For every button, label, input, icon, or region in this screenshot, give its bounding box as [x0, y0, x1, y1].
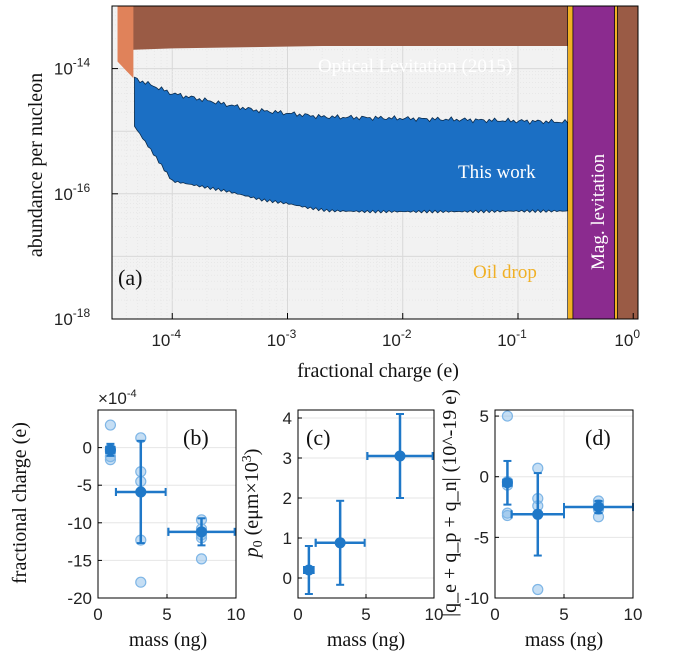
x-tick-label: 0: [93, 605, 102, 624]
panel-c-xlabel: mass (ng): [327, 629, 405, 651]
y-tick-label: 5: [480, 407, 489, 426]
mean-marker: [104, 444, 116, 456]
panel-a-frame: [111, 5, 639, 320]
panel-b-ticks: 0 5 10 0 -5 -10 -15 -20: [67, 439, 245, 624]
mean-marker: [501, 477, 513, 489]
x-tick-exponent: -1: [516, 327, 527, 341]
panel-d: 0 5 10 5 0 -5 -10 (d) mass (ng) |q_e + q_p + q…: [439, 389, 642, 651]
data-point: [104, 419, 117, 431]
region-label-mag-levitation: Mag. levitation: [588, 153, 609, 270]
mean-marker: [303, 564, 315, 576]
y-tick-label: 0: [480, 468, 489, 487]
y-tick-label: 0: [283, 569, 292, 588]
region-band: [614, 5, 618, 320]
y-tick-label: -10: [464, 589, 489, 608]
y-tick-label: 1: [283, 529, 292, 548]
panel-c-ticks: 0 5 10 0 1 2 3 4: [283, 409, 444, 624]
y-tick-label: -15: [67, 551, 92, 570]
x-tick-label: 10-1: [497, 327, 527, 350]
y-tick-label: 4: [283, 409, 292, 428]
mean-marker: [394, 450, 406, 462]
panel-a-xlabel: fractional charge (e): [297, 360, 459, 382]
y-tick-exponent: -16: [73, 181, 91, 195]
panel-b-data: [104, 419, 236, 588]
data-point: [501, 410, 514, 422]
mean-marker: [135, 486, 147, 498]
x-tick-exponent: -4: [170, 327, 181, 341]
x-tick-label: 10: [425, 605, 444, 624]
y-tick-label: 3: [283, 449, 292, 468]
panel-b-multiplier: ×10-4: [98, 388, 137, 408]
panel-a-ylabel: abundance per nucleon: [25, 73, 47, 257]
y-tick-exponent: -14: [73, 56, 91, 70]
x-tick-label: 10-3: [267, 327, 297, 350]
y-tick-label: -10: [67, 514, 92, 533]
x-tick-label: 10-4: [151, 327, 181, 350]
x-tick-label: 10: [624, 605, 643, 624]
y-tick-label: -20: [67, 589, 92, 608]
x-tick-label: 10: [227, 605, 246, 624]
region-early-limit: [117, 6, 173, 79]
panel-c-data: [303, 413, 434, 595]
x-tick-label: 5: [559, 605, 568, 624]
panel-a: 10-4 10-3 10-2 10-1 100 10-18 10-16 10-14 Optic…: [25, 5, 640, 382]
y-tick-label: -5: [77, 476, 92, 495]
mean-marker: [593, 501, 604, 513]
mean-marker: [532, 508, 544, 520]
panel-c-ylabel: p0 (eμm×103): [240, 449, 266, 560]
x-tick-label: 5: [162, 605, 171, 624]
region-band: [567, 5, 574, 320]
region-optical-levitation: [133, 6, 568, 50]
x-tick-exponent: 0: [633, 327, 640, 341]
panel-b-tag: (b): [183, 425, 209, 450]
y-tick-label: -5: [474, 528, 489, 547]
x-tick-exponent: -2: [401, 327, 412, 341]
panel-c-tag: (c): [306, 425, 330, 450]
panel-a-regions: [117, 5, 639, 320]
data-point: [532, 583, 544, 596]
region-label-oil-drop: Oil drop: [473, 262, 537, 283]
data-point: [135, 576, 147, 588]
panel-d-ylabel: |q_e + q_p + q_n| (10^-19 e): [439, 389, 461, 617]
data-point: [532, 462, 544, 474]
y-tick-label: 2: [283, 489, 292, 508]
y-tick-exponent: -18: [73, 306, 91, 320]
mean-marker: [196, 526, 207, 538]
panel-a-tag: (a): [118, 265, 142, 290]
region-band: [572, 5, 615, 320]
panel-d-ticks: 0 5 10 5 0 -5 -10: [464, 407, 642, 624]
panel-b: 0 5 10 0 -5 -10 -15 -20 ×10-4 (b) mass (ng) fra…: [9, 388, 245, 651]
mean-marker: [334, 537, 346, 549]
panel-d-tag: (d): [585, 425, 611, 450]
panel-d-data: [501, 410, 634, 596]
region-label-this-work: This work: [458, 162, 536, 183]
panel-c: 0 5 10 0 1 2 3 4 (c) mass (ng) p0 (eμm×103): [240, 409, 443, 651]
x-tick-label: 0: [490, 605, 499, 624]
y-tick-label: 0: [83, 439, 92, 458]
data-point: [195, 553, 208, 565]
region-label-optical: Optical Levitation (2015): [318, 56, 512, 77]
panel-b-ylabel: fractional charge (e): [9, 422, 31, 584]
y-tick-label: 10-18: [54, 306, 91, 329]
y-tick-label: 10-16: [54, 181, 91, 204]
x-tick-label: 0: [293, 605, 302, 624]
panel-b-xlabel: mass (ng): [129, 629, 207, 651]
panel-d-xlabel: mass (ng): [525, 629, 603, 651]
y-tick-label: 10-14: [54, 56, 91, 79]
x-tick-exponent: -3: [286, 327, 297, 341]
x-tick-label: 5: [361, 605, 370, 624]
x-tick-label: 100: [614, 327, 640, 350]
x-tick-label: 10-2: [382, 327, 412, 350]
region-band: [617, 5, 639, 320]
